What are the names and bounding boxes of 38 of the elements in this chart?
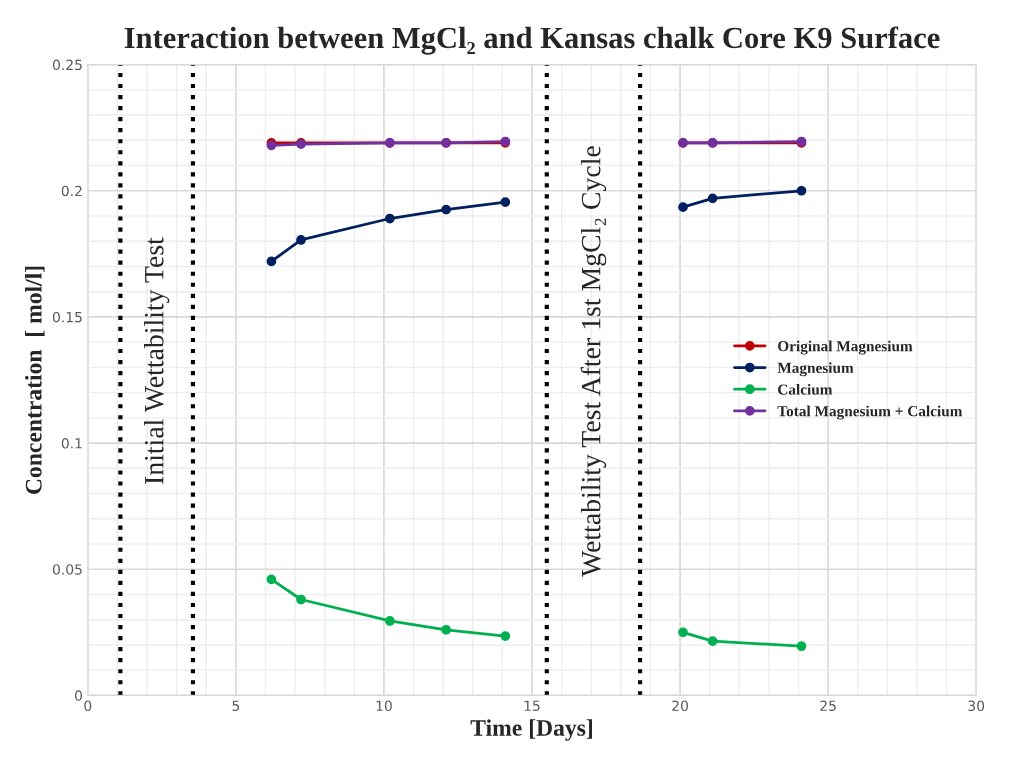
point: [296, 594, 306, 605]
point: [296, 235, 306, 245]
point: [796, 641, 807, 652]
x-tick-label: 15: [524, 700, 540, 712]
x-axis-title: Time [Days]: [470, 719, 592, 741]
y-axis-title: Concentration [ mol/l]: [25, 266, 45, 494]
point: [266, 256, 277, 267]
y-tick-label: 0.15: [52, 311, 82, 323]
point: [266, 574, 277, 585]
point: [441, 204, 451, 215]
x-tick-label: 10: [376, 700, 392, 712]
x-tick-label: 25: [820, 700, 836, 712]
point: [678, 627, 688, 638]
point: [707, 193, 718, 204]
point: [384, 213, 395, 224]
point: [678, 202, 688, 213]
legend-label: Original Magnesium: [778, 340, 913, 355]
x-tick-label: 30: [968, 700, 985, 712]
point: [441, 624, 451, 635]
y-tick-label: 0.05: [52, 564, 82, 575]
point: [500, 631, 511, 641]
x-tick-label: 20: [672, 700, 688, 712]
annotation: Initial Wettability Test: [144, 237, 170, 485]
x-tick-label: 0: [84, 700, 92, 712]
annotation: Wettability Test After 1st MgCl₂ Cycle: [580, 146, 607, 577]
point: [500, 197, 511, 207]
chart-title: Interaction between MgCl₂ and Kansas chalk Core K9 Surface: [124, 26, 940, 55]
legend-label: Calcium: [778, 383, 833, 395]
legend-label: Total Magnesium + Calcium: [777, 405, 963, 420]
x-tick-label: 5: [232, 700, 240, 712]
y-tick-label: 0.2: [61, 185, 82, 197]
point: [707, 636, 718, 647]
y-tick-label: 0.25: [52, 59, 82, 71]
legend-label: Magnesium: [777, 362, 854, 377]
point: [796, 185, 807, 196]
y-tick-label: 0: [75, 690, 83, 701]
point: [384, 616, 395, 626]
y-tick-label: 0.1: [61, 438, 82, 449]
